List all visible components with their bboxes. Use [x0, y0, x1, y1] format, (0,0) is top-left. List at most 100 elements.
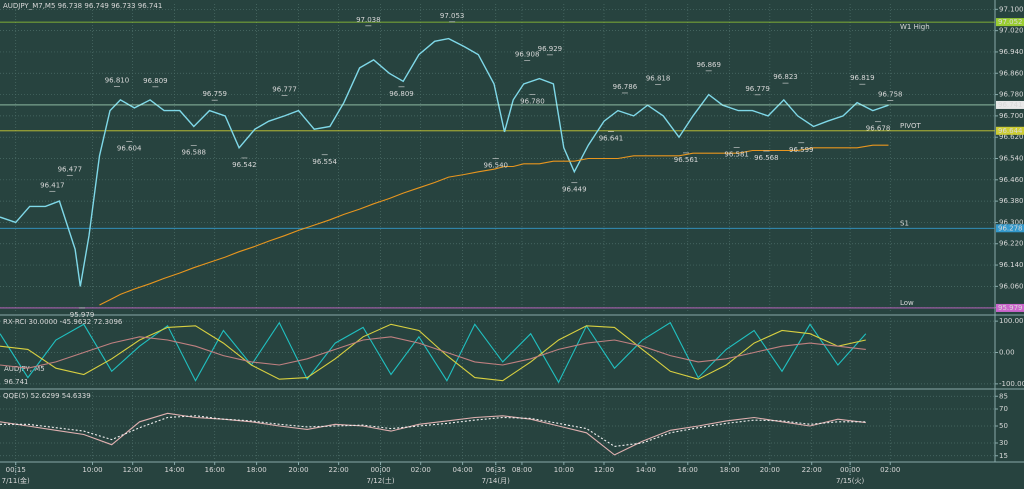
y-tick-label: 97.100 [999, 5, 1024, 13]
x-tick-label: 02:00 [880, 466, 900, 474]
price-tag [996, 303, 1024, 312]
series-line [0, 412, 866, 456]
x-tick-label: 16:00 [678, 466, 698, 474]
price-tag-label: 95.979 [998, 304, 1023, 312]
date-label: 7/11(金) [2, 476, 30, 485]
y-tick-label: 96.220 [999, 240, 1024, 248]
x-tick-label: 14:00 [164, 466, 184, 474]
annotation-label: 96.568 [754, 154, 779, 162]
annotation-label: 96.809 [389, 90, 414, 98]
date-label: 7/14(月) [482, 477, 510, 485]
date-label: 7/15(火) [836, 477, 864, 485]
annotation-label: 96.777 [272, 85, 297, 93]
level-label: PIVOT [900, 122, 921, 130]
annotation-label: 96.599 [789, 146, 814, 154]
y-tick-label: 96.620 [999, 133, 1024, 141]
annotation-label: 96.819 [850, 74, 875, 82]
x-tick-label: 22:00 [802, 466, 822, 474]
annotation-label: 96.758 [878, 90, 903, 98]
y-tick-label: 96.860 [999, 69, 1024, 77]
x-tick-label: 08:00 [512, 466, 532, 474]
series-line [0, 321, 867, 384]
y-tick-label: 85 [999, 392, 1008, 400]
x-tick-label: 16:00 [205, 466, 225, 474]
y-tick-label: 100.0000 [999, 317, 1024, 325]
annotation-label: 96.417 [40, 181, 65, 189]
last-price-label: 96.741 [4, 378, 29, 386]
x-tick-label: 10:00 [554, 466, 574, 474]
annotation-label: 96.759 [202, 90, 227, 98]
annotation-label: 96.554 [312, 158, 337, 166]
x-tick-label: 02:00 [411, 466, 431, 474]
annotation-label: 96.641 [599, 135, 624, 143]
x-tick-label: 04:00 [452, 466, 472, 474]
annotation-label: 96.810 [105, 77, 130, 85]
annotation-label: 96.823 [773, 73, 798, 81]
symbol-label: AUDJPY, M5 [4, 365, 45, 373]
annotation-label: 96.908 [515, 50, 540, 58]
x-tick-label: 10:00 [82, 466, 102, 474]
annotation-label: 96.678 [866, 125, 891, 133]
series-line [0, 323, 866, 382]
level-label: Low [900, 299, 914, 307]
y-tick-label: 97.020 [999, 27, 1024, 35]
y-tick-label: 96.140 [999, 261, 1024, 269]
annotation-label: 96.477 [58, 165, 83, 173]
x-tick-label: 20:00 [288, 466, 308, 474]
y-tick-label: 96.380 [999, 197, 1024, 205]
y-tick-label: 30 [999, 439, 1008, 447]
x-tick-label: 14:00 [636, 466, 656, 474]
y-tick-label: 15 [999, 452, 1008, 460]
annotation-label: 97.053 [440, 12, 465, 20]
price-tag-label: 96.741 [998, 101, 1023, 109]
y-tick-label: 96.460 [999, 176, 1024, 184]
x-tick-label: 22:00 [329, 466, 349, 474]
annotation-label: 96.540 [484, 162, 509, 170]
annotation-label: 96.449 [562, 186, 587, 194]
price-tag [996, 126, 1024, 135]
y-tick-label: 96.780 [999, 91, 1024, 99]
annotation-label: 96.786 [613, 83, 638, 91]
annotation-label: 96.604 [117, 144, 142, 152]
x-tick-label: 18:00 [247, 466, 267, 474]
annotation-label: 96.588 [182, 149, 207, 157]
annotation-label: 96.561 [674, 156, 699, 164]
y-tick-label: 70 [999, 405, 1008, 413]
price-tag [996, 224, 1024, 233]
series-line [0, 37, 889, 287]
annotation-label: 96.542 [232, 161, 257, 169]
y-tick-label: 96.700 [999, 112, 1024, 120]
annotation-label: 96.780 [520, 98, 545, 106]
y-tick-label: 96.300 [999, 218, 1024, 226]
annotation-label: 96.809 [143, 77, 168, 85]
series-line [0, 415, 866, 447]
price-tag-label: 97.052 [998, 18, 1023, 26]
panel-title: QQE(5) 52.6299 54.6339 [3, 392, 91, 400]
y-tick-label: -100.0000 [999, 380, 1024, 388]
price-tag-label: 96.278 [998, 224, 1023, 232]
level-label: W1 High [900, 23, 930, 31]
y-tick-label: 50 [999, 422, 1008, 430]
x-tick-label: 20:00 [760, 466, 780, 474]
annotation-label: 97.038 [356, 16, 381, 24]
series-line [0, 336, 866, 369]
y-tick-label: 96.540 [999, 155, 1024, 163]
x-tick-label: 18:00 [720, 466, 740, 474]
annotation-label: 96.869 [696, 61, 721, 69]
price-tag [996, 100, 1024, 109]
y-tick-label: 0.00 [999, 349, 1015, 357]
x-tick-label: 12:00 [123, 466, 143, 474]
date-label: 7/12(土) [366, 476, 394, 485]
annotation-label: 96.818 [646, 74, 671, 82]
level-label: S1 [900, 219, 909, 227]
panel-title: AUDJPY_M7,M5 96.738 96.749 96.733 96.741 [3, 2, 162, 10]
price-tag [996, 18, 1024, 27]
annotation-label: 96.779 [745, 85, 770, 93]
price-tag-label: 96.644 [998, 127, 1023, 135]
series-line [99, 144, 889, 306]
annotation-label: 96.929 [538, 45, 563, 53]
y-tick-label: 96.940 [999, 48, 1024, 56]
annotation-label: 96.581 [724, 151, 749, 159]
